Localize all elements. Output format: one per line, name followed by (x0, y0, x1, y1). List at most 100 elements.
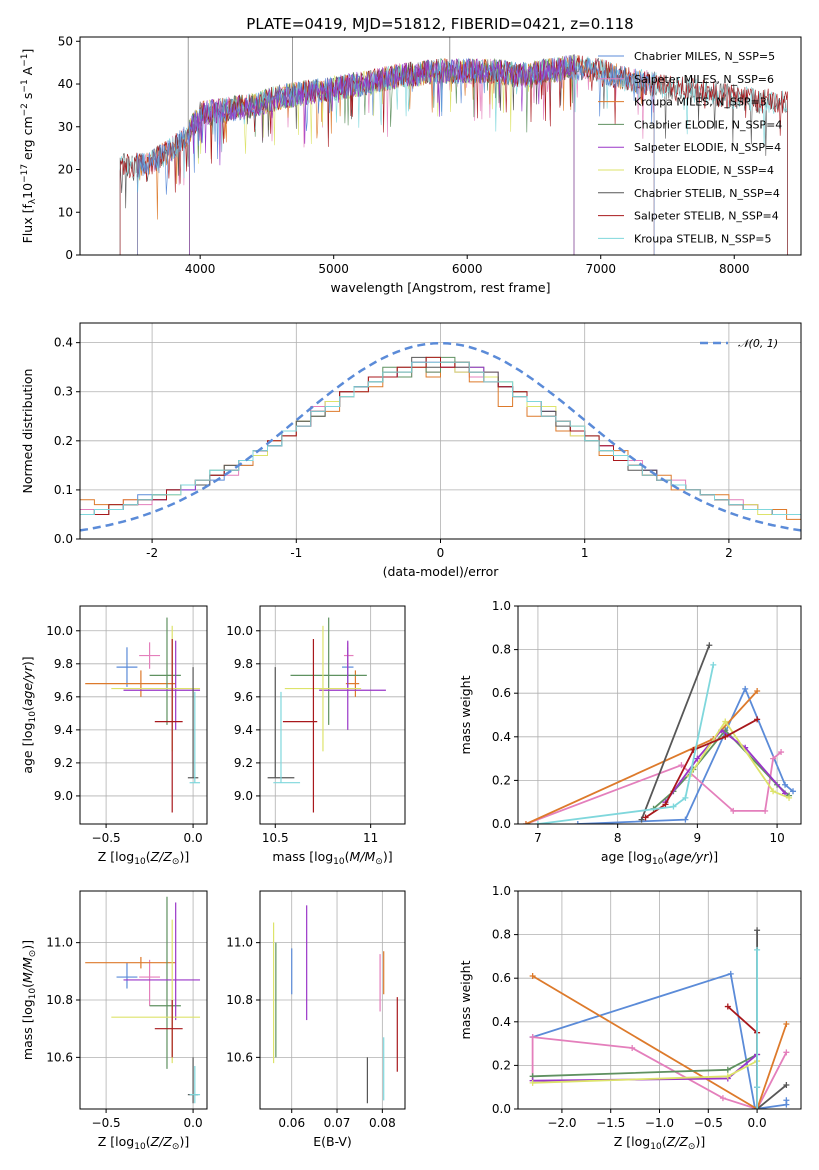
y-tick-label: 10.0 (46, 624, 73, 638)
weight-point-chabrier-miles (682, 816, 689, 823)
legend-label-salpeter-stelib: Salpeter STELIB, N_SSP=4 (634, 210, 779, 223)
weight-point-chabrier-elodie (724, 1066, 731, 1073)
weight-point-kroupa-miles (522, 821, 529, 824)
panel-mass-vs-Z: −0.5 0.0 10.6 10.8 11.0 Z [log10(Z/Z⊙)] mass [… (20, 890, 208, 1152)
weight-point-salpeter-miles (730, 807, 737, 814)
y-tick-label: 10.6 (46, 1050, 73, 1064)
panel-age-vs-Z: −0.5 0.0 9.0 9.2 9.4 9.6 9.8 10.0 Z [log10(Z/Z⊙)… (20, 605, 208, 867)
spectrum-chabrier-miles (137, 55, 655, 255)
y-tick-label: 9.4 (234, 723, 253, 737)
x-tick-label: 6000 (452, 262, 483, 276)
y-tick-label: 0.8 (492, 928, 511, 942)
y-tick-label: 30 (58, 120, 73, 134)
weight-line-kroupa-elodie (688, 719, 790, 799)
weight-point-kroupa-stelib (754, 946, 761, 953)
plot-area-mass-vs-EBV (272, 905, 398, 1104)
y-tick-label: 0.2 (492, 773, 511, 787)
x-tick-label: 11 (363, 831, 378, 845)
x-tick-label: 5000 (318, 262, 349, 276)
y-tick-label: 10.8 (226, 993, 253, 1007)
x-tick-label: 4000 (185, 262, 216, 276)
weight-point-chabrier-miles (574, 821, 581, 824)
weight-point-salpeter-elodie (694, 755, 701, 762)
plot-area-age-vs-Z (85, 617, 201, 813)
y-axis-label: mass [log10(M/M⊙)] (20, 940, 38, 1060)
x-tick-label: 8000 (719, 262, 750, 276)
axes-frame (79, 36, 802, 256)
axes-frame (259, 605, 406, 825)
y-tick-label: 9.0 (54, 789, 73, 803)
weight-point-chabrier-stelib (638, 816, 645, 823)
y-tick-label: 9.2 (54, 756, 73, 770)
x-axis-label: Z [log10(Z/Z⊙)] (614, 1134, 705, 1152)
x-axis-label: wavelength [Angstrom, rest frame] (330, 280, 550, 295)
x-axis-label: Z [log10(Z/Z⊙)] (98, 1134, 189, 1152)
x-tick-label: 0.0 (184, 831, 203, 845)
y-tick-label: 1.0 (492, 884, 511, 898)
weight-line-salpeter-miles (531, 1036, 788, 1109)
y-tick-label: 0.4 (492, 730, 511, 744)
weight-point-kroupa-elodie (529, 1079, 536, 1086)
axes-frame (517, 890, 802, 1110)
x-tick-label: 7000 (585, 262, 616, 276)
panel-residuals: -2 -1 0 1 2 0.0 0.1 0.2 0.3 0.4 (data-model)/error… (20, 322, 802, 579)
weight-point-chabrier-stelib (706, 642, 713, 649)
y-tick-label: 0.6 (492, 686, 511, 700)
y-tick-label: 0.2 (492, 1058, 511, 1072)
y-tick-label: 10 (58, 205, 73, 219)
axes-frame (79, 890, 208, 1110)
x-tick-label: −0.5 (92, 831, 121, 845)
weight-point-salpeter-stelib (662, 801, 669, 808)
legend-spectrum: Chabrier MILES, N_SSP=5 Salpeter MILES, N… (598, 50, 782, 245)
y-tick-label: 9.6 (54, 690, 73, 704)
spectrum-salpeter-stelib (119, 55, 788, 255)
y-tick-label: 40 (58, 77, 73, 91)
y-tick-label: 0.8 (492, 643, 511, 657)
x-tick-label: −0.5 (694, 1116, 723, 1130)
weight-point-salpeter-miles (678, 762, 685, 769)
weight-point-chabrier-miles (782, 781, 789, 788)
plot-area-weight-vs-Z (529, 927, 790, 1109)
y-tick-label: 0.0 (54, 532, 73, 546)
plot-area-residuals (80, 341, 801, 532)
y-tick-label: 20 (58, 163, 73, 177)
panel-mass-vs-EBV: 0.06 0.07 0.08 10.6 10.8 11.0 E(B-V) (226, 890, 406, 1149)
x-tick-label: 7 (534, 831, 542, 845)
x-tick-label: −1.0 (645, 1116, 674, 1130)
weight-point-salpeter-miles (719, 1095, 726, 1102)
y-tick-label: 0.3 (54, 385, 73, 399)
legend-label-kroupa-miles: Kroupa MILES, N_SSP=3 (634, 96, 767, 109)
x-tick-label: 0.0 (184, 1116, 203, 1130)
weight-point-kroupa-stelib (754, 1084, 761, 1091)
legend-label-chabrier-stelib: Chabrier STELIB, N_SSP=4 (634, 187, 780, 200)
y-tick-label: 11.0 (46, 936, 73, 950)
panel-weight-vs-age: 7 8 9 10 0.0 0.2 0.4 0.6 0.8 1.0 age [log10(age/yr… (458, 599, 802, 867)
x-tick-label: −1.5 (596, 1116, 625, 1130)
x-tick-label: 0.08 (369, 1116, 396, 1130)
x-tick-label: -2 (146, 546, 158, 560)
x-tick-label: 2 (725, 546, 733, 560)
x-axis-label: age [log10(age/yr)] (601, 849, 718, 867)
weight-point-salpeter-stelib (722, 733, 729, 740)
weight-line-kroupa-miles (532, 975, 788, 1109)
weight-point-kroupa-elodie (770, 788, 777, 795)
weight-point-salpeter-miles (778, 749, 785, 756)
y-tick-label: 0.4 (54, 336, 73, 350)
weight-point-kroupa-stelib (534, 821, 541, 824)
panel-age-vs-mass: 10.5 11 9.0 9.2 9.4 9.6 9.8 10.0 mass [log10(M/M… (226, 605, 406, 867)
x-tick-label: 10.5 (262, 831, 289, 845)
weight-point-kroupa-elodie (722, 718, 729, 725)
figure-title: PLATE=0419, MJD=51812, FIBERID=0421, z=0… (246, 15, 633, 33)
weight-point-salpeter-miles (762, 807, 769, 814)
plot-area-weight-vs-age (522, 642, 797, 824)
legend-residuals: 𝒩(0, 1) (700, 337, 778, 350)
x-tick-label: 9 (694, 831, 702, 845)
legend-label-chabrier-miles: Chabrier MILES, N_SSP=5 (634, 50, 775, 63)
y-tick-label: 9.8 (54, 657, 73, 671)
weight-point-kroupa-miles (529, 973, 536, 980)
x-tick-label: 0.0 (748, 1116, 767, 1130)
y-tick-label: 9.0 (234, 789, 253, 803)
y-tick-label: 0.0 (492, 817, 511, 831)
x-tick-label: 1 (581, 546, 589, 560)
y-tick-label: 10.6 (226, 1050, 253, 1064)
